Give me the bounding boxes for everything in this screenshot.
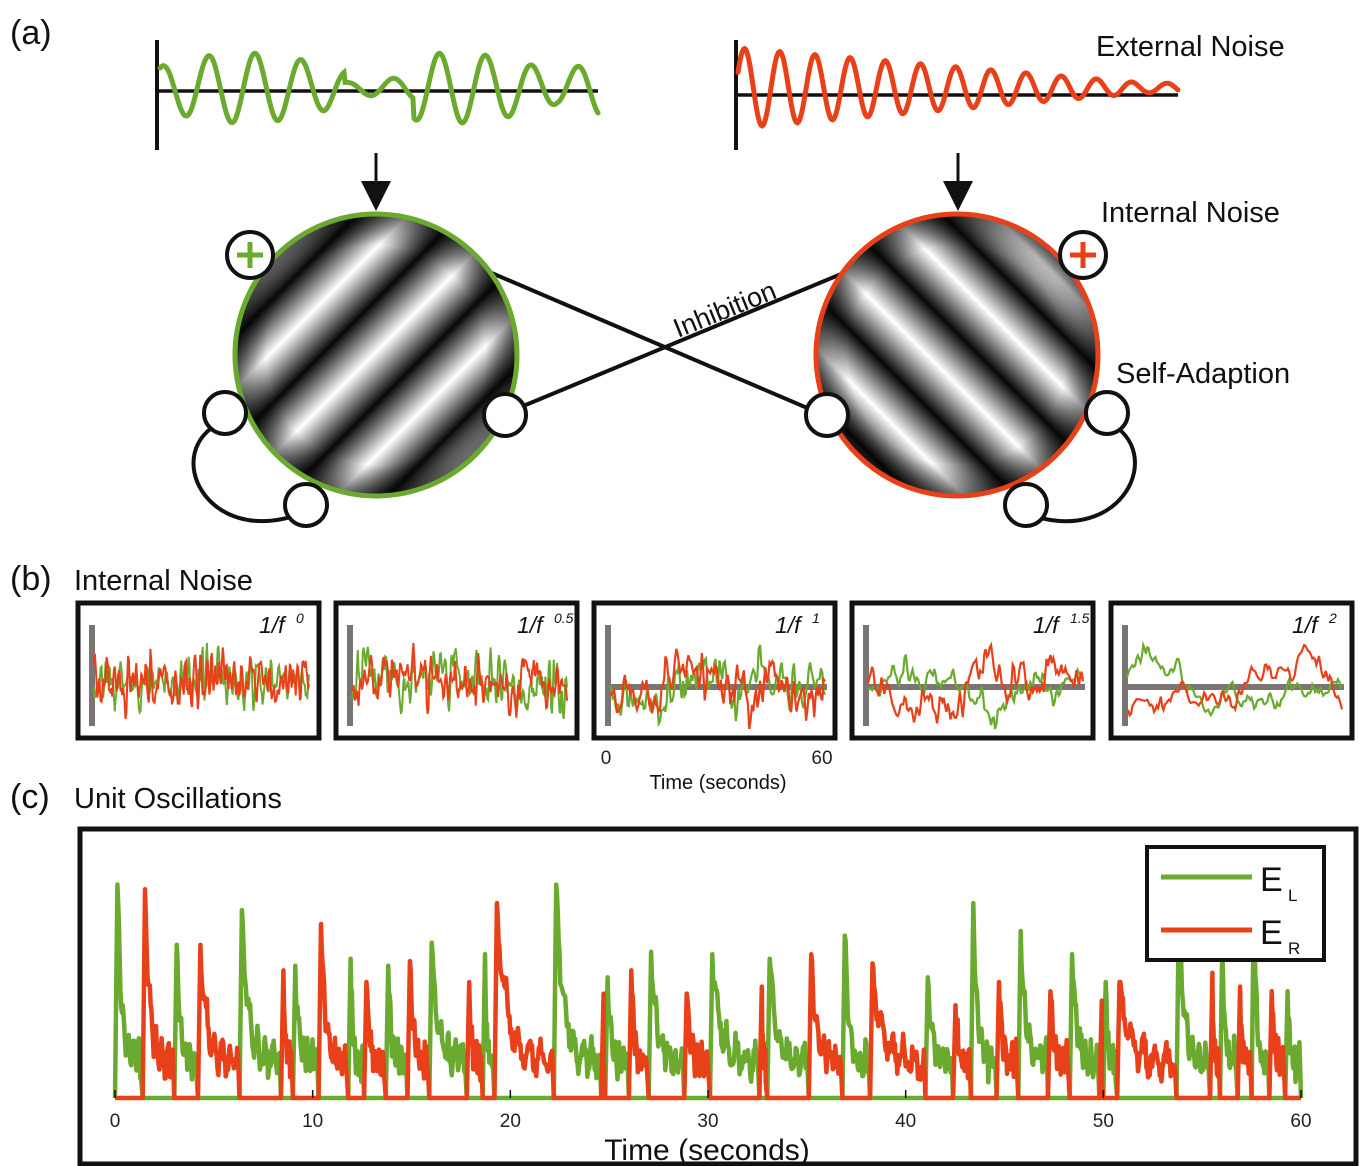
self-adaption-label: Self-Adaption — [1116, 358, 1290, 390]
x-tick-label: 30 — [697, 1111, 718, 1132]
noise-box-3: 1/f 1.5 — [849, 600, 1096, 741]
oscillation-plot-frame — [77, 826, 1359, 1166]
x-tick-label: 10 — [302, 1111, 323, 1132]
inhibition-line-right-to-left — [503, 270, 847, 416]
noise-box-0: 1/f 0 — [75, 600, 322, 741]
x-tick-label: 50 — [1093, 1111, 1114, 1132]
noise-box-label-base: 1/f — [517, 612, 545, 638]
panel-a-letter: (a) — [10, 14, 52, 52]
self-adaption-loop-right — [1027, 420, 1137, 523]
inhibition-line-left-to-right — [479, 266, 827, 418]
external-noise-plot-left — [155, 40, 601, 150]
internal-noise-label-a: Internal Noise — [1101, 197, 1280, 229]
x-tick-label: 40 — [895, 1111, 916, 1132]
x-tick-label: 20 — [500, 1111, 521, 1132]
oscillation-plot — [112, 882, 1304, 1101]
noise-box-label-exponent: 1 — [812, 610, 820, 626]
x-tick-label: 0 — [110, 1111, 121, 1132]
right-unit — [813, 211, 1101, 499]
noise-box-4: 1/f 2 — [1108, 600, 1355, 741]
noise-boxes: 1/f 0 1/f 0.5 1/f 1 1/f 1.5 1/f 2 — [75, 600, 1355, 741]
external-noise-plot-right — [734, 40, 1181, 150]
legend-label-er-main: E — [1260, 914, 1283, 952]
noise-box-label-base: 1/f — [1033, 612, 1061, 638]
inhibition-node-right — [804, 392, 850, 438]
noise-box-frame — [1108, 600, 1355, 741]
noise-box-label-exponent: 0.5 — [554, 610, 574, 626]
panel-b-title: Internal Noise — [74, 565, 253, 597]
series-line-E_L — [112, 882, 1304, 1101]
legend-label-el-sub: L — [1288, 886, 1297, 905]
noise-box-label-exponent: 2 — [1328, 610, 1337, 626]
noise-box-label-base: 1/f — [775, 612, 803, 638]
noise-trace-right — [351, 642, 568, 718]
noise-box-label-exponent: 0 — [296, 610, 304, 626]
panel-c-title: Unit Oscillations — [74, 783, 282, 815]
external-noise-trace-left — [157, 50, 601, 126]
panel-b-letter: (b) — [10, 560, 52, 598]
noise-box-label-base: 1/f — [259, 612, 287, 638]
inhibition-label: Inhibition — [669, 275, 780, 343]
adaption-node-left-1 — [202, 390, 248, 436]
oscillation-legend: E L E R — [1145, 845, 1326, 962]
x-tick-label: 60 — [1290, 1111, 1311, 1132]
adaption-node-left-2 — [283, 482, 329, 528]
right-unit-outline — [813, 211, 1101, 499]
panel-c-letter: (c) — [10, 778, 50, 816]
oscillation-x-ticks: 0 10 20 30 40 50 60 — [110, 1090, 1312, 1132]
adaption-node-right-2 — [1003, 482, 1049, 528]
left-unit-outline — [232, 211, 520, 499]
adaption-node-right-1 — [1084, 390, 1130, 436]
panel-b-xlabel: Time (seconds) — [649, 772, 786, 794]
self-adaption-loop-left — [191, 420, 301, 523]
external-noise-trace-right — [735, 45, 1181, 129]
legend-label-el-main: E — [1260, 861, 1283, 899]
noise-trace-right — [1127, 643, 1344, 718]
noise-box-label-base: 1/f — [1292, 612, 1320, 638]
noise-box-2: 1/f 1 — [591, 600, 838, 741]
oscillation-xlabel: Time (seconds) — [604, 1134, 810, 1166]
external-noise-label: External Noise — [1096, 31, 1285, 63]
noise-box-1: 1/f 0.5 — [333, 600, 580, 741]
noise-trace-left — [1125, 640, 1343, 718]
left-unit — [232, 211, 520, 499]
noise-trace-right — [93, 647, 310, 720]
noise-trace-right — [610, 648, 826, 730]
panel-b-x-tick-60: 60 — [811, 748, 832, 769]
internal-noise-plus-right — [1058, 230, 1108, 280]
inhibition-node-left — [482, 392, 528, 438]
noise-trace-left — [867, 654, 1085, 730]
series-line-E_R — [115, 886, 1301, 1101]
panel-b-x-tick-0: 0 — [601, 748, 612, 769]
noise-box-label-exponent: 1.5 — [1070, 610, 1090, 626]
noise-trace-right — [866, 641, 1085, 724]
internal-noise-plus-left — [225, 230, 275, 280]
legend-label-er-sub: R — [1288, 939, 1300, 958]
